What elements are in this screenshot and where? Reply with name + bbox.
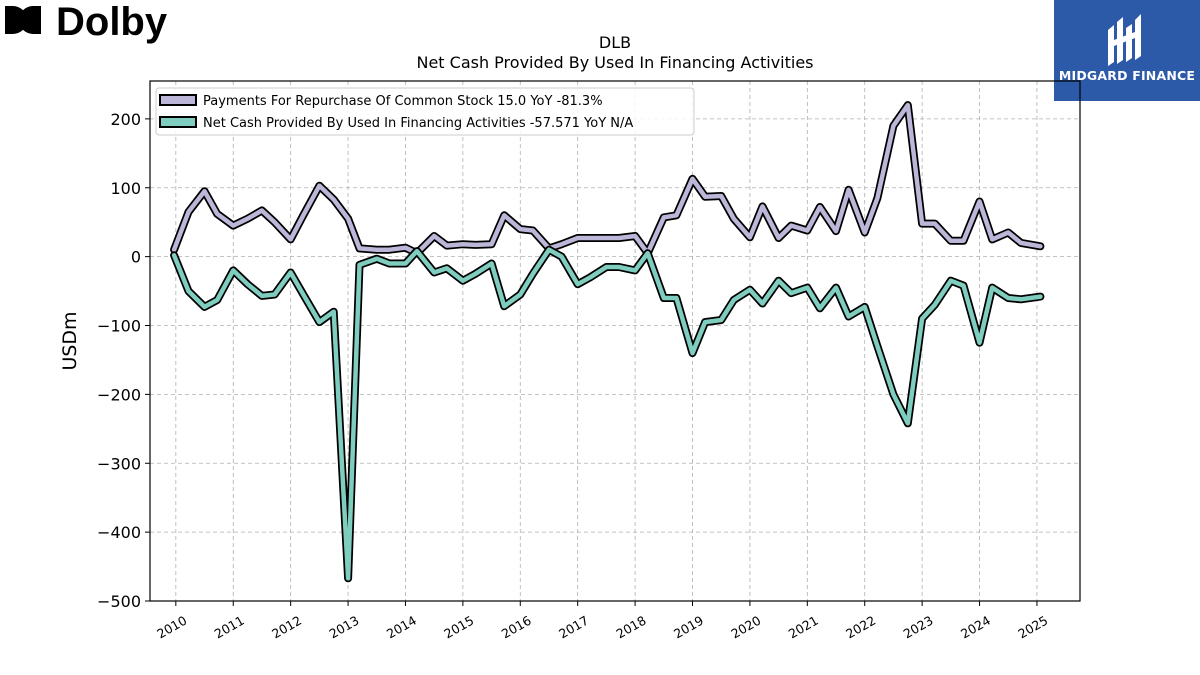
x-tick-label: 2019	[671, 613, 706, 642]
legend-label-repurchase: Payments For Repurchase Of Common Stock …	[203, 94, 603, 109]
x-tick-label: 2020	[728, 613, 763, 642]
chart-subtitle: Net Cash Provided By Used In Financing A…	[416, 53, 813, 72]
x-tick-label: 2021	[786, 613, 821, 642]
y-tick-label: −500	[97, 592, 141, 611]
x-tick-label: 2015	[441, 613, 476, 642]
x-tick-label: 2013	[327, 613, 362, 642]
legend-box	[155, 87, 695, 136]
y-tick-label: 200	[110, 110, 141, 129]
dolby-logo: Dolby	[4, 0, 169, 46]
y-tick-label: 0	[131, 248, 141, 267]
x-tick-label: 2024	[958, 613, 993, 642]
x-tick-label: 2022	[843, 613, 878, 642]
plot-frame	[149, 80, 1081, 602]
dolby-double-d-icon: Dolby	[5, 0, 168, 44]
x-axis: 2010 2011 2012 2013 2014 2015 2016 2017 2018 2019…	[154, 601, 1050, 642]
x-tick-label: 2014	[384, 613, 419, 642]
x-tick-label: 2010	[154, 613, 189, 642]
x-tick-label: 2025	[1015, 613, 1050, 642]
dolby-wordmark: Dolby	[56, 4, 168, 44]
x-tick-label: 2023	[901, 613, 936, 642]
y-tick-label: −100	[97, 317, 141, 336]
midgard-finance-logo: MIDGARD FINANCE	[1054, 0, 1200, 101]
x-tick-label: 2011	[212, 613, 247, 642]
chart-title: DLB	[599, 33, 631, 52]
y-tick-label: 100	[110, 179, 141, 198]
x-tick-label: 2018	[614, 613, 649, 642]
x-tick-label: 2017	[556, 613, 591, 642]
series-repurchase-line	[171, 102, 1043, 256]
legend: Payments For Repurchase Of Common Stock …	[155, 87, 695, 136]
legend-swatch-repurchase	[159, 94, 197, 106]
legend-label-financing: Net Cash Provided By Used In Financing A…	[203, 116, 633, 131]
y-axis: 200 100 0 −100 −200 −300 −400 −500	[97, 110, 150, 611]
y-tick-label: −200	[97, 385, 141, 404]
y-tick-label: −300	[97, 454, 141, 473]
grid	[150, 81, 1080, 602]
x-tick-label: 2012	[269, 613, 304, 642]
midgard-mark-icon	[1108, 14, 1141, 66]
x-tick-label: 2016	[499, 613, 534, 642]
legend-swatch-financing	[159, 116, 197, 128]
series-financing-line	[171, 247, 1043, 581]
midgard-finance-wordmark: MIDGARD FINANCE	[1058, 68, 1196, 83]
y-axis-label: USDm	[59, 311, 81, 370]
y-tick-label: −400	[97, 523, 141, 542]
series-layer	[170, 101, 1045, 583]
